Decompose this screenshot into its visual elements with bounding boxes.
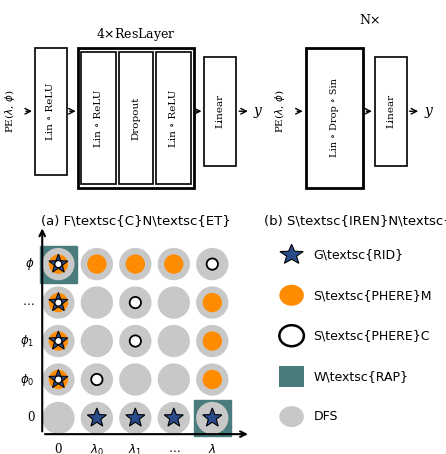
Circle shape [49,331,68,351]
Text: 0: 0 [27,411,34,424]
Circle shape [206,258,218,270]
Text: y: y [254,104,262,118]
Text: (a) F\textsc{C}N\textsc{ET}: (a) F\textsc{C}N\textsc{ET} [41,214,231,227]
Circle shape [157,286,190,319]
Circle shape [157,248,190,280]
Circle shape [91,374,103,385]
Text: y: y [424,104,432,118]
Circle shape [119,248,152,280]
Polygon shape [203,408,222,426]
FancyBboxPatch shape [40,246,77,282]
Circle shape [157,325,190,357]
FancyBboxPatch shape [306,48,363,188]
Text: PE($\lambda$, $\phi$): PE($\lambda$, $\phi$) [273,89,287,133]
FancyBboxPatch shape [78,48,194,188]
Text: $\phi_1$: $\phi_1$ [20,333,34,349]
Circle shape [81,286,113,319]
Text: S\textsc{PHERE}C: S\textsc{PHERE}C [313,329,430,342]
Circle shape [119,402,152,434]
Text: (b) S\textsc{IREN}N\textsc{ET}: (b) S\textsc{IREN}N\textsc{ET} [264,214,446,227]
Polygon shape [126,408,145,426]
Circle shape [126,254,145,274]
Text: G\textsc{RID}: G\textsc{RID} [313,248,404,262]
Circle shape [157,363,190,396]
FancyBboxPatch shape [194,400,231,436]
Circle shape [49,254,68,274]
Circle shape [202,293,222,312]
Text: N$\times$: N$\times$ [359,14,381,27]
Circle shape [157,402,190,434]
Circle shape [279,406,304,427]
Circle shape [130,336,141,347]
FancyBboxPatch shape [81,52,116,184]
Text: Lin ∘ ReLU: Lin ∘ ReLU [46,83,55,140]
Circle shape [279,285,304,306]
FancyBboxPatch shape [119,52,153,184]
Text: PE($\lambda$, $\phi$): PE($\lambda$, $\phi$) [3,89,17,133]
Circle shape [279,325,304,346]
Circle shape [81,325,113,357]
Text: $\phi$: $\phi$ [25,256,34,272]
Circle shape [196,325,228,357]
Text: W\textsc{RAP}: W\textsc{RAP} [313,370,408,383]
FancyBboxPatch shape [204,57,236,166]
Polygon shape [49,370,68,388]
Circle shape [202,331,222,351]
Polygon shape [49,254,68,272]
Polygon shape [164,408,183,426]
Circle shape [42,248,74,280]
Circle shape [42,286,74,319]
Text: Dropout: Dropout [132,96,140,140]
Circle shape [202,370,222,389]
Polygon shape [87,408,107,426]
Text: Lin ∘ ReLU: Lin ∘ ReLU [169,89,178,147]
Circle shape [196,248,228,280]
FancyBboxPatch shape [375,57,407,166]
Circle shape [42,402,74,434]
Polygon shape [49,331,68,349]
FancyBboxPatch shape [309,52,360,184]
Circle shape [196,402,228,434]
Circle shape [55,299,62,306]
Polygon shape [49,292,68,311]
Circle shape [81,402,113,434]
Text: Linear: Linear [386,94,395,128]
Circle shape [119,325,152,357]
FancyBboxPatch shape [156,52,191,184]
Text: $\lambda_1$: $\lambda_1$ [128,443,142,454]
FancyBboxPatch shape [35,48,67,175]
Circle shape [119,363,152,396]
Circle shape [55,337,62,345]
Circle shape [55,376,62,383]
Circle shape [164,254,183,274]
Text: 4$\times$ResLayer: 4$\times$ResLayer [96,25,176,43]
Text: $\cdots$: $\cdots$ [168,443,180,454]
Circle shape [81,363,113,396]
Circle shape [119,286,152,319]
Circle shape [49,370,68,389]
Circle shape [196,363,228,396]
Circle shape [42,363,74,396]
Text: Lin ∘ Drop ∘ Sin: Lin ∘ Drop ∘ Sin [330,79,339,158]
Text: 0: 0 [54,443,62,454]
Text: Lin ∘ ReLU: Lin ∘ ReLU [94,89,103,147]
FancyBboxPatch shape [279,365,304,387]
Text: $\phi_0$: $\phi_0$ [20,371,34,388]
Circle shape [130,297,141,308]
Polygon shape [280,244,303,263]
Text: $\lambda_0$: $\lambda_0$ [90,443,104,454]
Circle shape [87,254,107,274]
Text: $\cdots$: $\cdots$ [22,296,34,309]
Text: DFS: DFS [313,410,338,423]
Circle shape [81,248,113,280]
Text: $\lambda$: $\lambda$ [208,443,216,454]
Circle shape [55,261,62,268]
Text: S\textsc{PHERE}M: S\textsc{PHERE}M [313,289,432,302]
Circle shape [196,286,228,319]
Circle shape [49,293,68,312]
Text: Linear: Linear [216,94,225,128]
Circle shape [42,325,74,357]
